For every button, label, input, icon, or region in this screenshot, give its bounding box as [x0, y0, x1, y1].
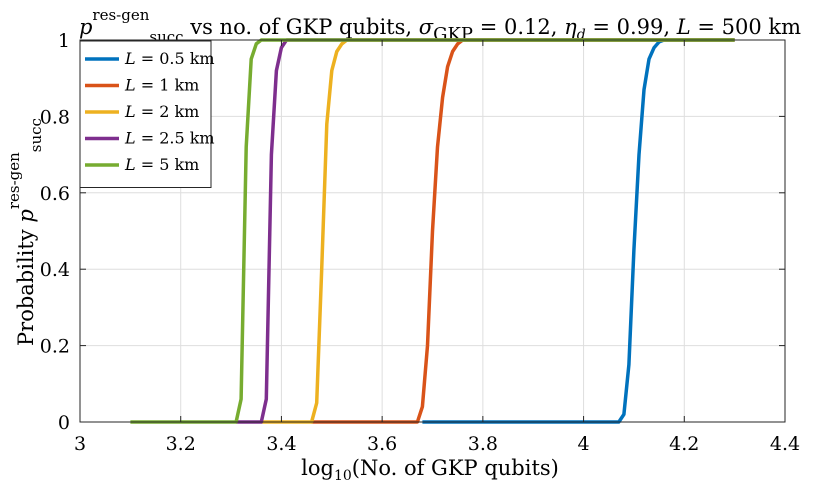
series-line-2 [261, 38, 735, 424]
legend-box [79, 40, 212, 188]
legend-symbol: L [124, 102, 136, 121]
y-axis-label: Probability pres-gensucc [5, 118, 45, 346]
series-line-3 [236, 38, 735, 424]
title-eta-value: = 0.99, [586, 15, 677, 39]
title-eta-symbol: η [564, 15, 577, 39]
x-tick-label: 3.6 [367, 433, 397, 455]
legend-symbol: L [124, 49, 136, 68]
title-middle: vs no. of GKP qubits, [184, 15, 419, 39]
legend-label-3: L = 2.5 km [124, 129, 215, 148]
x-tick-label: 4.2 [669, 433, 699, 455]
legend-value: = 1 km [136, 76, 200, 95]
legend-value: = 0.5 km [136, 49, 215, 68]
ylabel-p-sub: succ [27, 118, 45, 152]
series-layer [130, 38, 735, 424]
series-line-0 [422, 38, 735, 424]
y-tick-label: 0.4 [40, 259, 70, 281]
x-axis-label: log10(No. of GKP qubits) [301, 456, 559, 484]
y-tick-label: 1 [58, 30, 70, 52]
x-tick-label: 4 [578, 433, 590, 455]
title-p-symbol: p [79, 15, 92, 39]
xlabel-suffix: (No. of GKP qubits) [352, 456, 559, 480]
title-p-sup: res-gen [92, 6, 149, 24]
title-L-value: = 500 km [691, 15, 801, 39]
x-tick-label: 3.4 [266, 433, 296, 455]
title-sigma-value: = 0.12, [473, 15, 564, 39]
ylabel-prefix: Probability [14, 223, 38, 346]
y-axis-label-group: Probability pres-gensucc [5, 118, 45, 346]
legend-symbol: L [124, 155, 136, 174]
xlabel-prefix: log [301, 456, 334, 480]
x-tick-label: 3.2 [166, 433, 196, 455]
legend-label-1: L = 1 km [124, 76, 199, 95]
title-L-symbol: L [676, 15, 691, 39]
y-tick-label: 0.6 [40, 183, 70, 205]
x-tick-label: 3.8 [468, 433, 498, 455]
legend-value: = 2.5 km [136, 129, 215, 148]
ylabel-p-symbol: p [14, 209, 38, 222]
title-eta-sub: d [577, 27, 586, 43]
x-tick-label: 3 [74, 433, 86, 455]
legend-symbol: L [124, 129, 136, 148]
x-tick-label: 4.4 [770, 433, 800, 455]
ticks: 3 3.2 3.4 3.6 3.8 4 4.2 4.4 0 0.2 0.4 0.6 0.8 1 [40, 30, 800, 455]
legend-label-4: L = 5 km [124, 155, 199, 174]
series-line-1 [311, 38, 735, 424]
legend-symbol: L [124, 76, 136, 95]
y-tick-label: 0.2 [40, 336, 70, 358]
ylabel-p-sup: res-gen [5, 152, 23, 209]
xlabel-sub: 10 [334, 468, 352, 484]
legend-label-0: L = 0.5 km [124, 49, 215, 68]
legend-value: = 2 km [136, 102, 200, 121]
legend-label-2: L = 2 km [124, 102, 199, 121]
legend-value: = 5 km [136, 155, 200, 174]
title-sigma-symbol: σ [419, 15, 434, 39]
title-sigma-sub: GKP [433, 24, 473, 45]
axes-box [79, 39, 786, 423]
legend: L = 0.5 kmL = 1 kmL = 2 kmL = 2.5 kmL = … [79, 40, 215, 188]
y-tick-label: 0 [58, 412, 70, 434]
y-tick-label: 0.8 [40, 106, 70, 128]
